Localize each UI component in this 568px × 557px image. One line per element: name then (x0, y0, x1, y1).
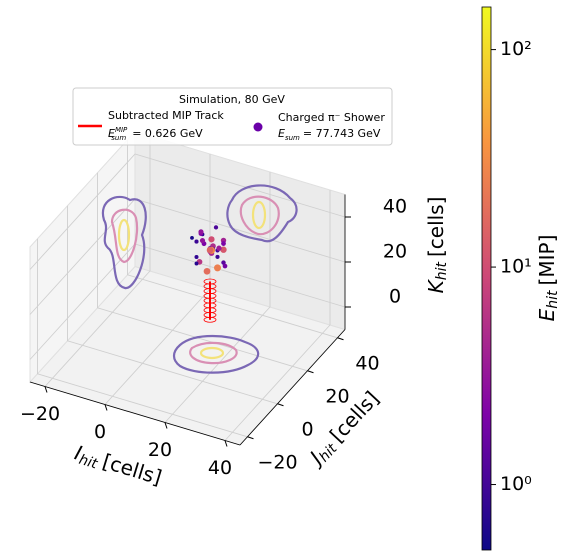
points (190, 225, 228, 275)
contour (251, 200, 267, 230)
track (203, 278, 217, 323)
contour (189, 341, 238, 365)
x-tick (104, 404, 108, 411)
grid-line (29, 153, 346, 270)
grid-line (37, 238, 248, 438)
hit (221, 260, 226, 265)
legend-energy: EMIP sum = 0.626 GeV (108, 126, 203, 142)
z-tick-label: 0 (389, 286, 401, 308)
contour (172, 334, 260, 374)
hit (190, 235, 194, 240)
axis-line (29, 381, 241, 446)
hit (213, 225, 219, 230)
symbol: E (108, 127, 115, 140)
sup: MIP (115, 126, 128, 134)
hit (222, 263, 228, 269)
grid-line (224, 190, 331, 441)
axis-line (239, 329, 346, 446)
x-tick-label: 20 (148, 439, 172, 461)
contour (199, 346, 225, 360)
legend-box (72, 87, 393, 146)
hit (216, 245, 222, 251)
symbol: E (278, 127, 285, 140)
legend-marker (253, 122, 263, 132)
sub: sum (285, 134, 300, 142)
sub: sum (111, 134, 126, 142)
legend-energy: Esum = 77.743 GeV (278, 127, 381, 142)
legend-title: Simulation, 80 GeV (179, 93, 285, 106)
y-tick (277, 403, 284, 407)
hit (221, 241, 226, 246)
x-tick-label: −20 (20, 403, 60, 425)
legend: Simulation, 80 GeV Subtracted MIP Track … (72, 87, 393, 146)
x-tick-label: 40 (208, 457, 232, 479)
hit (215, 254, 220, 259)
colorbar-label: Ehit [MIP] (535, 235, 562, 322)
z-tick-label: 20 (383, 241, 407, 263)
grid-line (164, 172, 271, 423)
projections (101, 184, 298, 374)
grid-line (127, 139, 338, 339)
unit: [cells] (424, 197, 448, 257)
hit (213, 264, 222, 272)
y-tick-label: 0 (301, 418, 313, 440)
colorbar-gradient (481, 6, 492, 551)
colorbar: 10⁰ 10¹ 10² (481, 6, 532, 551)
grid (29, 136, 346, 441)
grid-line (44, 136, 151, 387)
y-tick (247, 436, 254, 440)
x-tick (224, 440, 228, 447)
grid-line (67, 205, 278, 405)
sub: hit (77, 452, 100, 473)
sym: K (424, 278, 448, 293)
hit (203, 267, 211, 275)
y-tick (307, 370, 314, 374)
contour (226, 184, 298, 243)
y-tick-label: 20 (325, 385, 349, 407)
x-tick-label: 0 (94, 421, 106, 443)
hit (194, 255, 199, 260)
unit: [MIP] (535, 235, 559, 286)
colorbar-tick-label: 10⁰ (500, 473, 532, 495)
sub: hit (545, 290, 561, 309)
hit (206, 246, 214, 254)
legend-entry: Charged π⁻ Shower (278, 111, 385, 124)
grid-line (97, 172, 308, 372)
contour (117, 218, 131, 252)
contour (239, 195, 280, 236)
colorbar-tick-label: 10¹ (500, 256, 532, 278)
hit (194, 239, 199, 244)
y-tick (337, 337, 344, 341)
contour (101, 195, 147, 290)
hit (220, 246, 227, 253)
x-tick (164, 422, 168, 429)
hit (194, 261, 199, 266)
contour (110, 208, 139, 264)
hit (208, 236, 215, 243)
z-tick-label: 40 (383, 196, 407, 218)
sub: hit (434, 262, 450, 281)
y-tick-label: −20 (257, 451, 297, 473)
z-axis-label: Khit [cells] (424, 197, 451, 294)
y-tick-label: 40 (355, 352, 379, 374)
energy: = 0.626 GeV (132, 127, 203, 140)
legend-entry: Subtracted MIP Track (108, 109, 224, 122)
hit (198, 229, 204, 235)
x-tick (44, 386, 48, 393)
energy: = 77.743 GeV (303, 127, 381, 140)
colorbar-tick-label: 10² (500, 38, 532, 60)
sym: E (535, 308, 559, 321)
hit (199, 237, 206, 244)
